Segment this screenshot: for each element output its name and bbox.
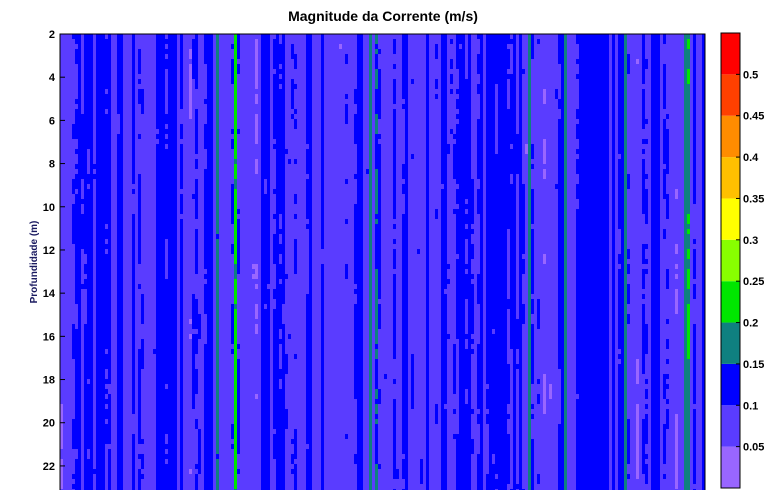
y-axis-label: Profundidade (m) [29, 221, 40, 304]
heatmap-field [60, 34, 706, 490]
chart-title: Magnitude da Corrente (m/s) [288, 8, 478, 24]
